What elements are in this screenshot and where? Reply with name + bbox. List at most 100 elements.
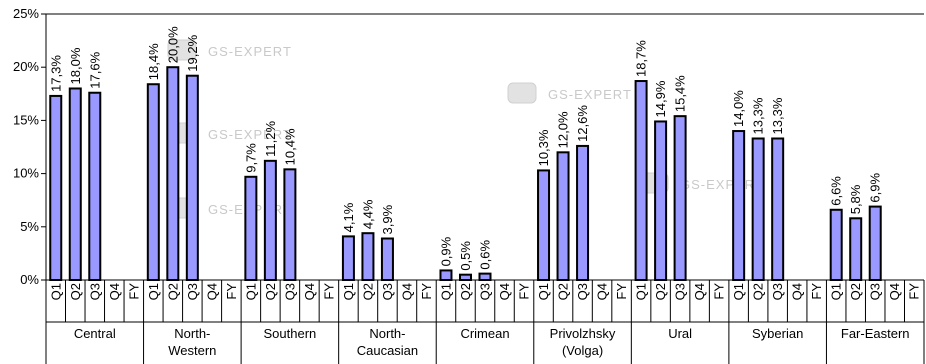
bar (576, 144, 590, 281)
bar (88, 91, 102, 282)
data-label: 10,3% (536, 129, 551, 166)
bar (263, 159, 277, 281)
data-label: 17,3% (48, 55, 63, 92)
bar (283, 168, 297, 281)
period-label: Q3 (185, 283, 200, 300)
period-label: Q4 (692, 283, 707, 300)
period-label: Q4 (107, 283, 122, 300)
bar (556, 151, 570, 282)
period-label: FY (321, 283, 336, 300)
bar (634, 80, 648, 281)
data-label: 0,9% (438, 236, 453, 266)
period-label: Q3 (770, 283, 785, 300)
period-label: Q4 (595, 283, 610, 300)
period-label: Q4 (399, 283, 414, 300)
bar (49, 94, 63, 282)
period-label: Q1 (341, 283, 356, 300)
bar (478, 272, 492, 281)
period-label: Q3 (478, 283, 493, 300)
period-label: FY (809, 283, 824, 300)
bar (654, 120, 668, 281)
data-label: 20,0% (165, 26, 180, 63)
period-label: FY (517, 283, 532, 300)
bar (849, 217, 863, 281)
data-label: 6,9% (868, 173, 883, 203)
data-label: 5,8% (848, 184, 863, 214)
bar (868, 205, 882, 281)
region-label: Far-Eastern (841, 326, 910, 341)
period-label: Q3 (575, 283, 590, 300)
data-label: 10,4% (282, 128, 297, 165)
period-label: Q4 (302, 283, 317, 300)
bar (771, 137, 785, 281)
bar (146, 83, 160, 281)
watermark-text: GS-EXPERT (208, 44, 292, 59)
period-label: Q4 (790, 283, 805, 300)
region-label: Western (168, 343, 216, 358)
data-label: 13,3% (751, 97, 766, 134)
data-label: 17,6% (87, 51, 102, 88)
watermark-text: GS-EXPERT (680, 177, 764, 192)
bar (380, 237, 394, 281)
period-label: Q2 (458, 283, 473, 300)
period-label: Q3 (282, 283, 297, 300)
data-label: 11,2% (263, 120, 278, 156)
bar (732, 130, 746, 281)
data-label: 14,9% (653, 80, 668, 117)
bar (244, 175, 258, 282)
period-label: Q3 (673, 283, 688, 300)
watermark-text: GS-EXPERT (548, 87, 632, 102)
period-label: Q1 (536, 283, 551, 300)
bar (673, 115, 687, 281)
bar (439, 269, 453, 282)
period-label: Q2 (751, 283, 766, 300)
period-label: Q1 (829, 283, 844, 300)
period-label: Q2 (165, 283, 180, 300)
data-label: 12,0% (556, 111, 571, 148)
data-label: 4,1% (341, 202, 356, 232)
bars (49, 66, 882, 282)
period-label: Q3 (868, 283, 883, 300)
data-label: 12,6% (575, 105, 590, 142)
period-label: Q1 (634, 283, 649, 300)
period-label: Q4 (497, 283, 512, 300)
bar (361, 232, 375, 282)
region-label: Southern (264, 326, 317, 341)
region-label: (Volga) (562, 343, 603, 358)
period-label: FY (224, 283, 239, 300)
period-label: Q2 (68, 283, 83, 300)
watermark-text: GS-EXPERT (208, 127, 292, 142)
period-label: Q2 (653, 283, 668, 300)
data-label: 18,7% (634, 40, 649, 77)
period-label: Q2 (848, 283, 863, 300)
period-label: Q1 (146, 283, 161, 300)
data-label: 15,4% (673, 75, 688, 112)
period-label: Q4 (887, 283, 902, 300)
data-label: 4,4% (360, 199, 375, 229)
y-tick-label: 10% (13, 166, 39, 181)
period-label: Q4 (204, 283, 219, 300)
period-label: Q1 (243, 283, 258, 300)
watermark-logo: GS-EXPERT (167, 39, 292, 61)
bar (166, 66, 180, 281)
period-label: Q1 (731, 283, 746, 300)
bar (829, 208, 843, 281)
region-label: Ural (668, 326, 692, 341)
data-label: 3,9% (380, 204, 395, 234)
region-label: Caucasian (357, 343, 418, 358)
period-label: Q2 (556, 283, 571, 300)
watermark-logo-icon (167, 39, 197, 61)
period-label: FY (126, 283, 141, 300)
data-label: 0,6% (478, 240, 493, 270)
watermark-logo: GS-EXPERT (507, 82, 632, 104)
period-label: FY (712, 283, 727, 300)
bar (751, 137, 765, 281)
data-label: 9,7% (243, 143, 258, 173)
bar (185, 74, 199, 281)
period-label: FY (614, 283, 629, 300)
period-label: Q3 (380, 283, 395, 300)
y-tick-label: 5% (20, 219, 39, 234)
period-label: Q2 (263, 283, 278, 300)
